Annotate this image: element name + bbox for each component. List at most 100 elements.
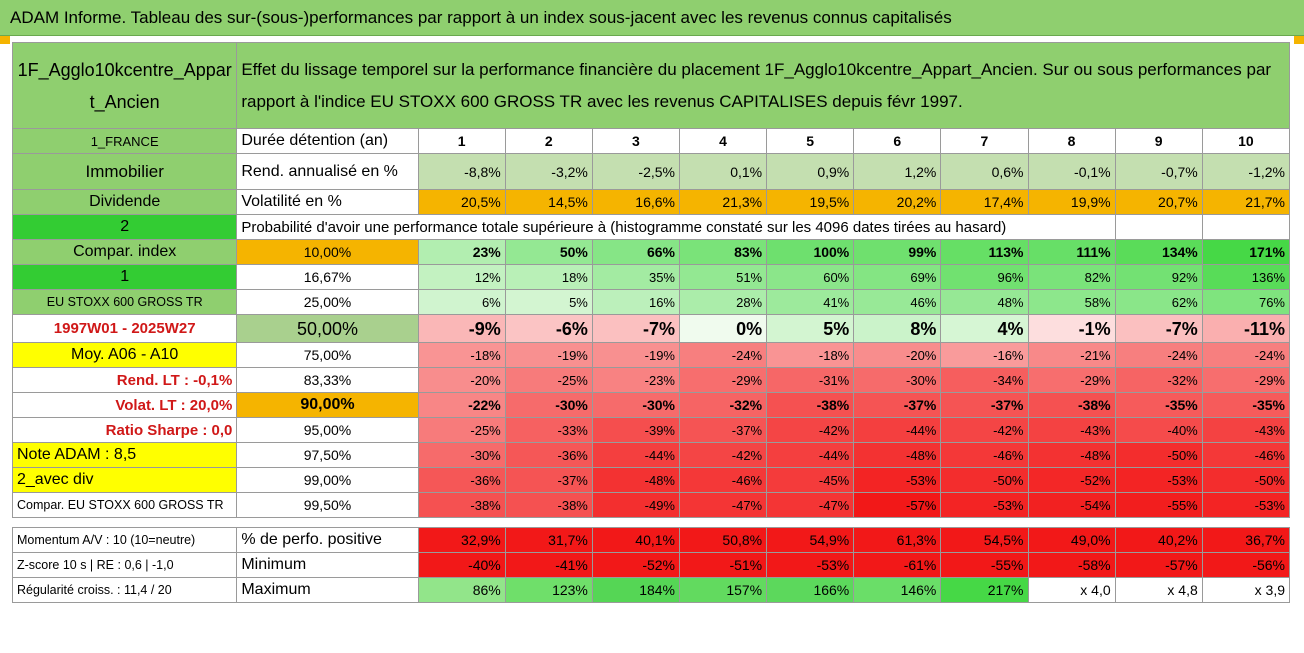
maximum-cell: x 4,8 — [1114, 577, 1203, 603]
quantile-cell: -38% — [504, 492, 593, 518]
quantile-cell: -35% — [1114, 392, 1203, 418]
quantile-cell: 66% — [591, 239, 681, 265]
volat-lt-label: Volat. LT : 20,0% — [11, 392, 238, 418]
note-adam-label: Note ADAM : 8,5 — [11, 442, 238, 468]
year-header: 3 — [591, 128, 681, 154]
maximum-cell: 123% — [504, 577, 593, 603]
quantile-pct: 97,50% — [236, 442, 419, 468]
quantile-cell: 96% — [940, 264, 1029, 290]
rend-row: Immobilier Rend. annualisé en % -8,8% -3… — [11, 153, 1291, 190]
quantile-cell: -37% — [678, 417, 768, 443]
quantile-cell: 113% — [940, 239, 1029, 265]
rend-cell: -0,1% — [1027, 153, 1116, 190]
quantile-cell: -1% — [1027, 314, 1116, 343]
maximum-row: Régularité croiss. : 11,4 / 20 Maximum 8… — [11, 577, 1291, 603]
maximum-cell: 184% — [591, 577, 681, 603]
index-name-label: EU STOXX 600 GROSS TR — [11, 289, 238, 315]
quantile-pct: 99,50% — [236, 492, 419, 518]
quantile-cell: -42% — [678, 442, 768, 468]
year-header: 1 — [417, 128, 506, 154]
minimum-label: Minimum — [236, 552, 419, 578]
perfo-pos-cell: 54,5% — [940, 527, 1029, 553]
moy-label: Moy. A06 - A10 — [11, 342, 238, 368]
year-header: 6 — [853, 128, 942, 154]
quantile-cell: 50% — [504, 239, 593, 265]
quantile-cell: -7% — [1114, 314, 1203, 343]
quantile-cell: -37% — [940, 392, 1029, 418]
volat-label: Volatilité en % — [236, 189, 419, 215]
quantile-row: 2_avec div 99,00% -36% -37% -48% -46% -45% -53%… — [11, 467, 1291, 493]
quantile-row: EU STOXX 600 GROSS TR 25,00% 6% 5% 16% 28% 41%… — [11, 289, 1291, 315]
volat-cell: 17,4% — [940, 189, 1029, 215]
rend-cell: 0,9% — [766, 153, 855, 190]
quantile-cell: -20% — [417, 367, 506, 393]
rend-lt-label: Rend. LT : -0,1% — [11, 367, 238, 393]
quantile-cell: -49% — [591, 492, 681, 518]
quantile-cell: -52% — [1027, 467, 1116, 493]
year-header: 7 — [940, 128, 1029, 154]
quantile-cell: 171% — [1201, 239, 1291, 265]
regularite-label: Régularité croiss. : 11,4 / 20 — [11, 577, 238, 603]
quantile-cell: -32% — [1114, 367, 1203, 393]
quantile-cell: 111% — [1027, 239, 1116, 265]
quantile-cell: -21% — [1027, 342, 1116, 368]
quantile-cell: -45% — [766, 467, 855, 493]
quantile-cell: 18% — [504, 264, 593, 290]
corner-marker-right — [1294, 36, 1304, 44]
quantile-pct: 99,00% — [236, 467, 419, 493]
quantile-cell: 82% — [1027, 264, 1116, 290]
volat-cell: 14,5% — [504, 189, 593, 215]
category-label: Immobilier — [11, 153, 238, 190]
quantile-cell: 62% — [1114, 289, 1203, 315]
quantile-cell: -50% — [1114, 442, 1203, 468]
empty-cell — [1114, 214, 1203, 240]
perfo-pos-cell: 40,2% — [1114, 527, 1203, 553]
quantile-cell: 5% — [766, 314, 855, 343]
minimum-cell: -56% — [1201, 552, 1291, 578]
quantile-cell: -9% — [417, 314, 506, 343]
quantile-cell: -53% — [853, 467, 942, 493]
quantile-cell: -19% — [504, 342, 593, 368]
rend-label: Rend. annualisé en % — [236, 153, 419, 190]
quantile-cell: -48% — [1027, 442, 1116, 468]
quantile-cell: -44% — [591, 442, 681, 468]
rend-cell: -8,8% — [417, 153, 506, 190]
quantile-cell: -50% — [1201, 467, 1291, 493]
performance-table: 1F_Agglo10kcentre_Appart_Ancien Effet du… — [11, 42, 1291, 603]
quantile-cell: -46% — [678, 467, 768, 493]
report-title: ADAM Informe. Tableau des sur-(sous-)per… — [0, 0, 1304, 36]
momentum-label: Momentum A/V : 10 (10=neutre) — [11, 527, 238, 553]
quantile-cell: -46% — [1201, 442, 1291, 468]
quantile-cell: -36% — [417, 467, 506, 493]
quantile-cell: -43% — [1027, 417, 1116, 443]
quantile-cell: -30% — [504, 392, 593, 418]
year-header: 4 — [678, 128, 768, 154]
quantile-cell: 48% — [940, 289, 1029, 315]
minimum-cell: -53% — [766, 552, 855, 578]
quantile-pct: 10,00% — [236, 239, 419, 265]
year-header: 5 — [766, 128, 855, 154]
quantile-pct: 83,33% — [236, 367, 419, 393]
quantile-cell: -37% — [504, 467, 593, 493]
rend-cell: 1,2% — [853, 153, 942, 190]
quantile-cell: -22% — [417, 392, 506, 418]
perfo-pos-cell: 50,8% — [678, 527, 768, 553]
maximum-cell: 166% — [766, 577, 855, 603]
duree-label: Durée détention (an) — [236, 128, 419, 154]
selector-one[interactable]: 1 — [11, 264, 238, 290]
perfo-pos-cell: 36,7% — [1201, 527, 1291, 553]
quantile-cell: -30% — [417, 442, 506, 468]
quantile-cell: -39% — [591, 417, 681, 443]
period-label: 1997W01 - 2025W27 — [11, 314, 238, 343]
perfo-pos-cell: 54,9% — [766, 527, 855, 553]
rend-cell: -3,2% — [504, 153, 593, 190]
quantile-row: Volat. LT : 20,0% 90,00% -22% -30% -30% -32% -… — [11, 392, 1291, 418]
quantile-row: 1 16,67% 12% 18% 35% 51% 60% 69% 96% 82% 92% 136% — [11, 264, 1291, 290]
minimum-cell: -51% — [678, 552, 768, 578]
quantile-cell: -11% — [1201, 314, 1291, 343]
selector-two[interactable]: 2 — [11, 214, 238, 240]
header-row: 1F_Agglo10kcentre_Appart_Ancien Effet du… — [11, 42, 1290, 129]
quantile-cell: 6% — [417, 289, 506, 315]
quantile-cell: 8% — [853, 314, 942, 343]
quantile-cell: -25% — [504, 367, 593, 393]
